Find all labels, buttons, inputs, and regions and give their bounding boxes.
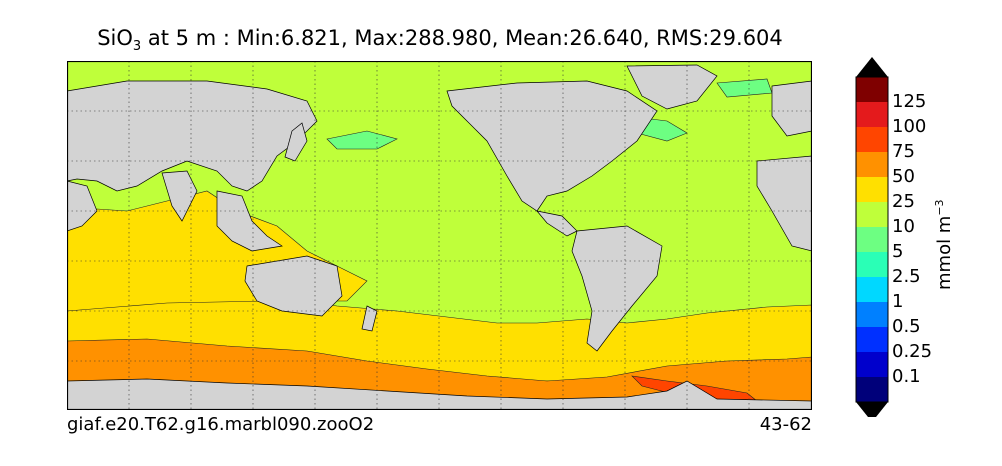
colorbar-segment — [856, 227, 888, 252]
map-panel — [67, 61, 812, 410]
colorbar-tick-label: 100 — [892, 116, 927, 137]
colorbar-tick-label: 0.1 — [892, 366, 921, 387]
colorbar-tick-label: 25 — [892, 191, 915, 212]
colorbar-segment — [856, 277, 888, 302]
colorbar-segment — [856, 327, 888, 352]
silicate-map — [67, 61, 812, 410]
colorbar-tick-label: 75 — [892, 141, 915, 162]
colorbar-tick-label: 0.5 — [892, 316, 921, 337]
colorbar-segment — [856, 252, 888, 277]
map-frame — [67, 61, 812, 410]
colorbar-tick-label: 125 — [892, 91, 927, 112]
colorbar-segment — [856, 102, 888, 127]
land — [67, 64, 812, 410]
year-range: 43-62 — [759, 414, 812, 435]
north-pacific-patch — [326, 130, 398, 150]
colorbar-segment — [856, 202, 888, 227]
colorbar-segment — [856, 177, 888, 202]
colorbar-tick-label: 1 — [892, 291, 904, 312]
colorbar-segment — [856, 302, 888, 327]
colorbar-under-arrow — [856, 402, 888, 417]
colorbar-tick-label: 2.5 — [892, 266, 921, 287]
colorbar-tick-label: 5 — [892, 241, 904, 262]
colorbar-segment — [856, 352, 888, 377]
map-title: SiO3 at 5 m : Min:6.821, Max:288.980, Me… — [97, 26, 783, 55]
colorbar-over-arrow — [856, 57, 888, 77]
case-name: giaf.e20.T62.g16.marbl090.zooO2 — [67, 414, 375, 435]
colorbar — [855, 57, 889, 417]
colorbar-segment — [856, 77, 888, 102]
colorbar-tick-label: 50 — [892, 166, 915, 187]
colorbar-tick-label: 10 — [892, 216, 915, 237]
colorbar-segment — [856, 152, 888, 177]
colorbar-tick-label: 0.25 — [892, 341, 933, 362]
colorbar-segment — [856, 127, 888, 152]
colorbar-unit-label: mmol m−3 — [933, 199, 955, 290]
colorbar-frame — [855, 76, 889, 403]
colorbar-segment — [856, 377, 888, 402]
